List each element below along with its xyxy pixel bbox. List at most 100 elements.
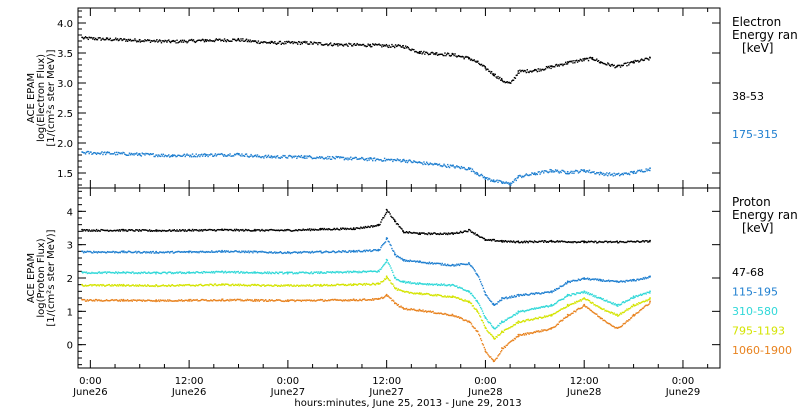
data-point [398,225,400,228]
data-point [464,56,466,59]
data-point [649,292,651,294]
data-point [302,41,304,43]
data-point [468,228,470,231]
data-point [318,229,320,231]
data-point [458,166,461,169]
data-point [109,284,111,287]
data-point [208,228,210,231]
data-point [191,284,194,287]
data-point [597,172,600,174]
data-point [350,156,352,158]
data-point [234,250,237,252]
data-point [465,319,467,321]
data-point [275,229,277,232]
data-point [618,326,620,329]
data-point [279,271,282,274]
data-point [427,163,430,166]
data-point [371,224,373,227]
data-point [542,240,544,242]
data-point [147,251,149,254]
data-point [579,241,582,243]
data-point [277,284,280,287]
data-point [610,280,613,282]
data-point [260,271,262,274]
data-point [100,39,102,41]
data-point [554,170,556,173]
data-point [155,300,157,303]
data-point [120,250,122,253]
data-point [262,272,264,274]
proton-ytick-label: 2 [67,274,73,285]
data-point [439,232,442,234]
data-point [114,151,116,154]
data-point [443,232,445,234]
data-point [94,229,96,232]
data-point [255,284,258,287]
data-point [425,163,427,166]
data-point [560,171,562,174]
data-point [390,215,392,218]
data-point [438,294,441,296]
data-point [362,226,365,228]
data-point [351,284,354,286]
data-point [345,43,347,45]
data-point [413,293,415,295]
data-point [220,284,222,286]
data-point [132,153,134,155]
data-point [593,241,595,244]
data-point [370,157,372,159]
data-point [327,250,329,253]
data-point [369,284,371,286]
data-point [358,158,360,160]
data-point [158,40,160,42]
data-point [230,271,232,273]
data-point [564,241,567,243]
data-point [136,229,138,231]
data-point [400,258,402,260]
data-point [483,290,485,292]
data-point [224,299,227,302]
data-point [555,170,558,172]
data-point [163,271,165,273]
data-point [507,240,509,242]
data-point [523,294,526,296]
data-point [199,300,201,302]
data-point [576,308,579,310]
data-point [265,251,267,253]
data-point [172,252,175,254]
data-point [230,284,232,287]
data-point [329,271,332,273]
data-point [274,299,276,302]
data-point [222,229,225,232]
data-point [221,228,223,231]
data-point [498,240,500,242]
data-point [167,271,169,274]
data-point [295,41,297,44]
data-point [556,240,559,242]
data-point [100,299,102,301]
data-point [497,181,499,184]
data-point [634,296,636,298]
data-point [531,240,533,243]
data-point [524,332,527,335]
data-point [483,324,485,327]
data-point [543,241,545,243]
data-point [154,252,156,254]
data-point [366,283,368,285]
data-point [371,270,373,273]
data-point [196,298,198,301]
data-point [427,53,430,56]
data-point [429,53,432,55]
data-point [367,157,369,160]
data-point [275,251,278,254]
data-point [615,66,617,68]
data-point [145,40,147,42]
data-point [571,60,573,62]
data-point [241,271,243,273]
data-point [293,156,295,158]
data-point [329,251,332,254]
data-point [159,251,162,253]
data-point [178,271,180,274]
data-point [554,312,557,314]
data-point [115,230,117,232]
